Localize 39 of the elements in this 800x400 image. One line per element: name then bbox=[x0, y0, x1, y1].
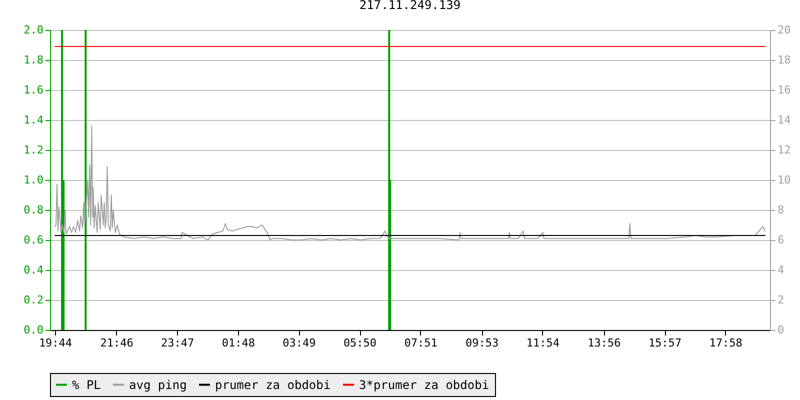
x-tick-label: 19:44 bbox=[38, 336, 72, 350]
y2-tick-label: 2 bbox=[778, 294, 784, 306]
y2-tick-label: 20 bbox=[778, 24, 791, 36]
x-tick-label: 13:56 bbox=[588, 336, 621, 350]
y2-tick-label: 18 bbox=[778, 54, 791, 66]
y2-tick-label: 16 bbox=[778, 84, 791, 96]
y-tick-label: 0.0 bbox=[24, 324, 44, 336]
y-tick-label: 1.2 bbox=[24, 144, 44, 156]
legend-label: prumer za obdobi bbox=[215, 378, 331, 392]
chart-title: 217.11.249.139 bbox=[359, 0, 461, 12]
x-tick-label: 05:50 bbox=[343, 336, 377, 350]
y-tick-label: 1.6 bbox=[24, 84, 44, 96]
y-tick-label: 1.8 bbox=[24, 54, 44, 66]
y2-tick-label: 8 bbox=[778, 204, 784, 216]
x-tick-label: 17:58 bbox=[709, 336, 742, 350]
y-tick-label: 2.0 bbox=[24, 24, 44, 36]
y2-tick-label: 14 bbox=[778, 114, 792, 126]
x-tick-label: 23:47 bbox=[161, 336, 194, 350]
legend-label: avg ping bbox=[129, 378, 187, 392]
x-tick-label: 21:46 bbox=[100, 336, 134, 350]
y2-tick-label: 0 bbox=[778, 324, 784, 336]
y2-tick-label: 4 bbox=[778, 264, 784, 276]
y-tick-label: 0.2 bbox=[24, 294, 44, 306]
x-tick-label: 03:49 bbox=[282, 336, 316, 350]
y-tick-label: 0.8 bbox=[24, 204, 44, 216]
x-tick-label: 11:54 bbox=[526, 336, 560, 350]
y-tick-label: 1.4 bbox=[24, 114, 44, 126]
y-tick-label: 1.0 bbox=[24, 174, 44, 186]
x-tick-label: 09:53 bbox=[466, 336, 499, 350]
legend-label: % PL bbox=[72, 378, 101, 392]
x-tick-label: 01:48 bbox=[222, 336, 255, 350]
y2-tick-label: 12 bbox=[778, 144, 791, 156]
y2-tick-label: 10 bbox=[778, 174, 791, 186]
y2-tick-label: 6 bbox=[778, 234, 784, 246]
y-tick-label: 0.4 bbox=[24, 264, 44, 276]
x-tick-label: 07:51 bbox=[404, 336, 438, 350]
y-tick-label: 0.6 bbox=[24, 234, 44, 246]
x-tick-label: 15:57 bbox=[648, 336, 682, 350]
legend-label: 3*prumer za obdobi bbox=[359, 378, 490, 392]
